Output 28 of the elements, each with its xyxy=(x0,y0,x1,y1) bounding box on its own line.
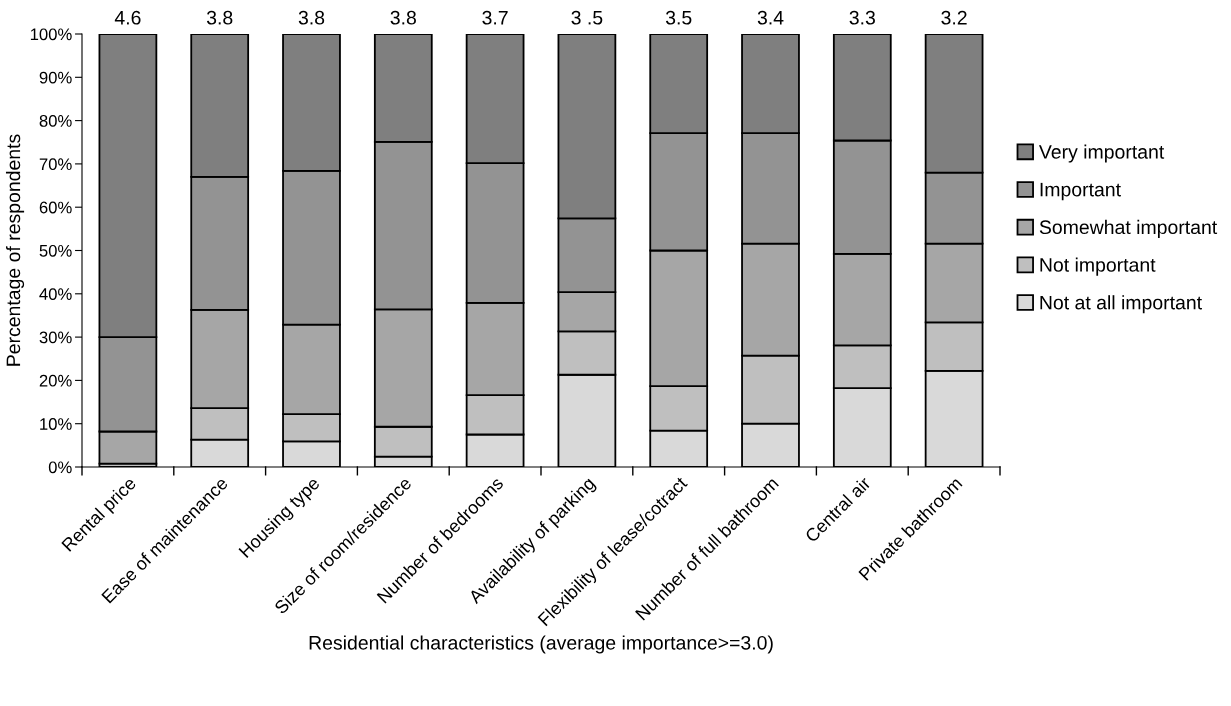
annotation: 3.7 xyxy=(482,10,508,25)
y-tick-label: 10% xyxy=(40,418,72,430)
annotation: 3 .5 xyxy=(571,10,603,25)
annotation: 4.6 xyxy=(114,10,141,25)
y-tick-label: 40% xyxy=(39,288,72,300)
annotation: 3.3 xyxy=(849,10,875,25)
y-tick-label: 60% xyxy=(39,201,72,214)
annotation: 3.8 xyxy=(298,10,325,25)
y-tick-label: 30% xyxy=(39,331,72,344)
legend-label: Not at all important xyxy=(1040,295,1202,314)
legend-label: Important xyxy=(1040,182,1121,201)
annotation: 3.8 xyxy=(206,10,233,25)
y-tick-label: 0% xyxy=(48,461,72,474)
y-tick-label: 20% xyxy=(39,374,72,387)
annotation: 3.4 xyxy=(757,10,784,25)
y-tick-label: 70% xyxy=(39,158,72,171)
legend-label: Somewhat important xyxy=(1039,219,1218,238)
y-tick-label: 100% xyxy=(30,28,72,41)
legend-label: Very important xyxy=(1038,144,1165,163)
y-tick-label: 80% xyxy=(39,115,72,127)
annotation: 3.8 xyxy=(390,10,416,25)
legend-label: Not important xyxy=(1040,257,1156,276)
annotation: 3.5 xyxy=(665,10,692,25)
y-tick-label: 90% xyxy=(39,71,72,84)
y-tick-label: 50% xyxy=(39,244,72,257)
y-axis-title: Percentage of respondents xyxy=(5,134,25,366)
x-axis-title: Residential characteristics (average importance>=3.0) xyxy=(309,635,773,654)
annotation: 3.2 xyxy=(941,10,967,25)
